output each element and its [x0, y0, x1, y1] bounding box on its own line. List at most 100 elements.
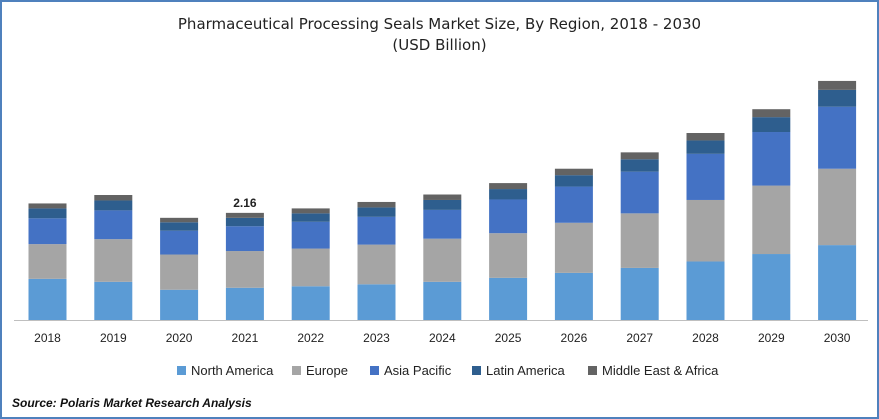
bar-asia-pacific-2028 — [686, 153, 725, 200]
bar-europe-2023 — [357, 244, 396, 285]
chart-plot: 2018 2019 2020 2021 2.16 2022 2023 2024 2025 2026… — [14, 80, 868, 345]
bar-europe-2018 — [28, 244, 67, 279]
x-tick-label-2024: 2024 — [429, 331, 456, 345]
legend-label: Latin America — [486, 363, 565, 378]
bar-europe-2028 — [686, 199, 725, 262]
x-tick-label-2029: 2029 — [758, 331, 785, 345]
bar-europe-2027 — [620, 213, 659, 268]
bar-latin-america-2028 — [686, 140, 725, 154]
x-tick-label-2030: 2030 — [824, 331, 851, 345]
bar-latin-america-2027 — [620, 159, 659, 172]
bar-asia-pacific-2026 — [554, 186, 593, 223]
bar-asia-pacific-2019 — [94, 210, 133, 240]
bar-north-america-2020 — [160, 289, 199, 320]
bar-asia-pacific-2025 — [489, 199, 528, 234]
bar-north-america-2022 — [291, 286, 330, 320]
bar-north-america-2018 — [28, 278, 67, 320]
legend-item-middle-east-africa: Middle East & Africa — [588, 363, 718, 378]
x-tick-label-2022: 2022 — [297, 331, 324, 345]
bar-north-america-2024 — [423, 281, 462, 320]
chart-title: Pharmaceutical Processing Seals Market S… — [2, 14, 877, 56]
bar-latin-america-2024 — [423, 199, 462, 210]
bar-europe-2025 — [489, 233, 528, 278]
bar-latin-america-2018 — [28, 208, 67, 219]
legend-swatch — [292, 366, 301, 375]
legend-swatch — [177, 366, 186, 375]
bar-europe-2021 — [225, 251, 264, 288]
bar-north-america-2029 — [752, 254, 791, 320]
bar-asia-pacific-2030 — [818, 106, 857, 169]
bar-middle-east-africa-2027 — [620, 152, 659, 160]
bar-middle-east-africa-2021 — [225, 212, 264, 218]
bar-europe-2019 — [94, 239, 133, 282]
x-tick-label-2028: 2028 — [692, 331, 719, 345]
bar-latin-america-2019 — [94, 200, 133, 211]
bar-latin-america-2020 — [160, 222, 199, 231]
bar-asia-pacific-2027 — [620, 171, 659, 214]
legend-item-north-america: North America — [177, 363, 273, 378]
bar-north-america-2028 — [686, 261, 725, 320]
bar-latin-america-2022 — [291, 213, 330, 222]
bar-north-america-2023 — [357, 284, 396, 320]
bar-middle-east-africa-2028 — [686, 133, 725, 141]
legend-swatch — [370, 366, 379, 375]
bar-north-america-2019 — [94, 281, 133, 320]
bar-middle-east-africa-2019 — [94, 195, 133, 201]
bar-middle-east-africa-2025 — [489, 183, 528, 190]
bar-middle-east-africa-2020 — [160, 217, 199, 223]
bar-asia-pacific-2022 — [291, 221, 330, 249]
bar-asia-pacific-2023 — [357, 216, 396, 245]
bar-latin-america-2026 — [554, 175, 593, 187]
bar-europe-2030 — [818, 168, 857, 246]
bar-asia-pacific-2020 — [160, 230, 199, 255]
bar-middle-east-africa-2026 — [554, 168, 593, 176]
bar-latin-america-2030 — [818, 89, 857, 107]
legend-item-europe: Europe — [292, 363, 348, 378]
bar-europe-2022 — [291, 248, 330, 287]
bar-latin-america-2021 — [225, 217, 264, 227]
chart-subtitle: (USD Billion) — [392, 36, 487, 54]
data-label-2021: 2.16 — [233, 196, 257, 210]
bar-north-america-2026 — [554, 272, 593, 320]
x-tick-label-2025: 2025 — [495, 331, 522, 345]
bar-middle-east-africa-2024 — [423, 194, 462, 200]
bar-latin-america-2025 — [489, 189, 528, 200]
x-tick-label-2026: 2026 — [561, 331, 588, 345]
bar-europe-2029 — [752, 185, 791, 255]
bar-north-america-2025 — [489, 277, 528, 320]
bar-north-america-2027 — [620, 267, 659, 320]
legend-swatch — [472, 366, 481, 375]
bar-europe-2020 — [160, 254, 199, 290]
bar-north-america-2030 — [818, 245, 857, 320]
legend-label: Europe — [306, 363, 348, 378]
bar-latin-america-2029 — [752, 117, 791, 133]
bar-asia-pacific-2018 — [28, 218, 67, 245]
legend-item-latin-america: Latin America — [472, 363, 565, 378]
bar-middle-east-africa-2030 — [818, 80, 857, 90]
bar-europe-2024 — [423, 238, 462, 282]
chart-legend: North America Europe Asia Pacific Latin Ame… — [2, 363, 877, 383]
legend-label: Asia Pacific — [384, 363, 452, 378]
chart-title-text: Pharmaceutical Processing Seals Market S… — [177, 15, 702, 33]
x-tick-label-2027: 2027 — [626, 331, 653, 345]
bar-middle-east-africa-2029 — [752, 109, 791, 118]
bar-middle-east-africa-2018 — [28, 203, 67, 209]
bar-north-america-2021 — [225, 287, 264, 320]
source-note: Source: Polaris Market Research Analysis — [12, 396, 252, 410]
bar-europe-2026 — [554, 222, 593, 273]
bar-latin-america-2023 — [357, 207, 396, 217]
x-tick-label-2018: 2018 — [34, 331, 61, 345]
bar-asia-pacific-2021 — [225, 226, 264, 252]
legend-label: North America — [191, 363, 274, 378]
x-tick-label-2020: 2020 — [166, 331, 193, 345]
legend-label: Middle East & Africa — [602, 363, 719, 378]
x-tick-label-2023: 2023 — [363, 331, 390, 345]
bar-middle-east-africa-2023 — [357, 201, 396, 208]
x-tick-label-2021: 2021 — [232, 331, 259, 345]
bar-asia-pacific-2024 — [423, 209, 462, 239]
bar-asia-pacific-2029 — [752, 132, 791, 186]
legend-swatch — [588, 366, 597, 375]
x-tick-label-2019: 2019 — [100, 331, 127, 345]
bar-middle-east-africa-2022 — [291, 208, 330, 214]
